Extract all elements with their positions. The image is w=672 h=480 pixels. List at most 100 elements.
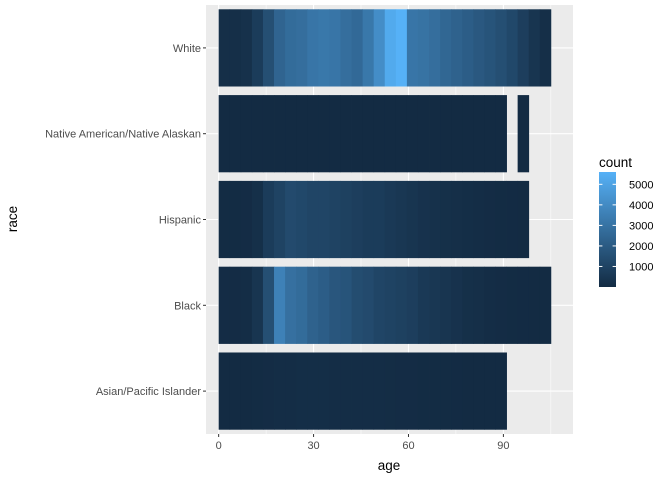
heatmap-tile — [218, 9, 231, 87]
heatmap-tile — [484, 9, 496, 87]
heatmap-tile — [384, 352, 397, 430]
heatmap-tile — [528, 9, 541, 87]
heatmap-tile — [417, 352, 430, 430]
heatmap-tile — [451, 180, 463, 259]
x-axis: 0 30 60 90 — [216, 434, 510, 452]
heatmap-tile — [218, 95, 231, 173]
heatmap-tile — [340, 95, 352, 173]
heatmap-tile — [318, 180, 330, 259]
legend-label: 4000 — [629, 200, 653, 212]
heatmap-tile — [340, 352, 352, 430]
x-tick-label: 60 — [402, 440, 414, 452]
heatmap-tile — [373, 266, 386, 344]
heatmap-tile — [473, 352, 485, 430]
heatmap-tile — [351, 180, 364, 259]
heatmap-tile — [285, 95, 297, 173]
heatmap-tile — [362, 266, 375, 344]
heatmap-tile — [307, 180, 319, 259]
heatmap-tile — [329, 352, 341, 430]
heatmap-tile — [495, 180, 507, 259]
heatmap-tile — [417, 95, 430, 173]
x-tick-label: 0 — [216, 440, 222, 452]
heatmap-tile — [484, 352, 496, 430]
heatmap-tile — [329, 9, 341, 87]
heatmap-tile — [240, 352, 253, 430]
heatmap-tile — [274, 9, 286, 87]
heatmap-tile — [395, 9, 408, 87]
heatmap-tile — [262, 352, 275, 430]
heatmap-tile — [495, 95, 507, 173]
heatmap-tile — [318, 95, 330, 173]
heatmap-tile — [429, 95, 441, 173]
x-tick-label: 90 — [497, 440, 509, 452]
heatmap-tile — [395, 352, 408, 430]
heatmap-tile — [229, 9, 242, 87]
heatmap-tile — [395, 266, 408, 344]
heatmap-tile — [318, 352, 330, 430]
heatmap-tile — [240, 180, 253, 259]
y-tick-label: White — [173, 43, 201, 55]
heatmap-tile — [406, 352, 419, 430]
heatmap-tile — [251, 352, 264, 430]
heatmap-tile — [406, 180, 419, 259]
heatmap-tile — [362, 180, 375, 259]
heatmap-tile — [451, 95, 463, 173]
heatmap-tile — [251, 180, 264, 259]
heatmap-tile — [340, 9, 352, 87]
heatmap-tile — [429, 352, 441, 430]
heatmap-tile — [274, 352, 286, 430]
heatmap-tile — [462, 180, 474, 259]
heatmap-tile — [495, 266, 507, 344]
heatmap-tile — [351, 95, 364, 173]
heatmap-tile — [473, 95, 485, 173]
heatmap-tile — [351, 352, 364, 430]
heatmap-tile — [384, 9, 397, 87]
heatmap-tile — [307, 352, 319, 430]
heatmap-tile — [285, 266, 297, 344]
legend-label: 5000 — [629, 179, 653, 191]
heatmap-tile — [517, 180, 530, 259]
heatmap-tile — [384, 95, 397, 173]
heatmap-tile — [218, 180, 231, 259]
heatmap-tile — [406, 266, 419, 344]
heatmap-tile — [484, 95, 496, 173]
y-tick-label: Asian/Pacific Islander — [96, 386, 201, 398]
heatmap-tile — [218, 266, 231, 344]
heatmap-tile — [251, 266, 264, 344]
heatmap-tile — [517, 95, 530, 173]
heatmap-tile — [362, 352, 375, 430]
heatmap-tile — [262, 9, 275, 87]
heatmap-tile — [451, 352, 463, 430]
heatmap-tile — [440, 352, 452, 430]
heatmap-tile — [329, 180, 341, 259]
heatmap-tile — [307, 9, 319, 87]
heatmap-tile — [351, 266, 364, 344]
heatmap-tile — [462, 9, 474, 87]
heatmap-tile — [506, 266, 519, 344]
heatmap-tile — [362, 9, 375, 87]
legend-title: count — [599, 155, 632, 170]
heatmap-tile — [262, 95, 275, 173]
heatmap-tile — [285, 180, 297, 259]
y-tick-label: Hispanic — [159, 215, 202, 227]
heatmap-tile — [229, 352, 242, 430]
heatmap-tile — [384, 266, 397, 344]
heatmap-tile — [484, 180, 496, 259]
heatmap-tile — [440, 266, 452, 344]
heatmap-tile — [307, 266, 319, 344]
heatmap-tile — [296, 266, 308, 344]
heatmap-tile — [373, 180, 386, 259]
heatmap-tile — [240, 95, 253, 173]
heatmap-tile — [406, 95, 419, 173]
heatmap-tile — [285, 352, 297, 430]
heatmap-tile — [395, 180, 408, 259]
x-tick-label: 30 — [307, 440, 319, 452]
heatmap-tile — [539, 266, 552, 344]
heatmap-tile — [429, 180, 441, 259]
heatmap-tile — [517, 266, 530, 344]
heatmap-tile — [229, 266, 242, 344]
legend-label: 1000 — [629, 261, 653, 273]
heatmap-tile — [462, 95, 474, 173]
y-tick-label: Black — [174, 300, 201, 312]
